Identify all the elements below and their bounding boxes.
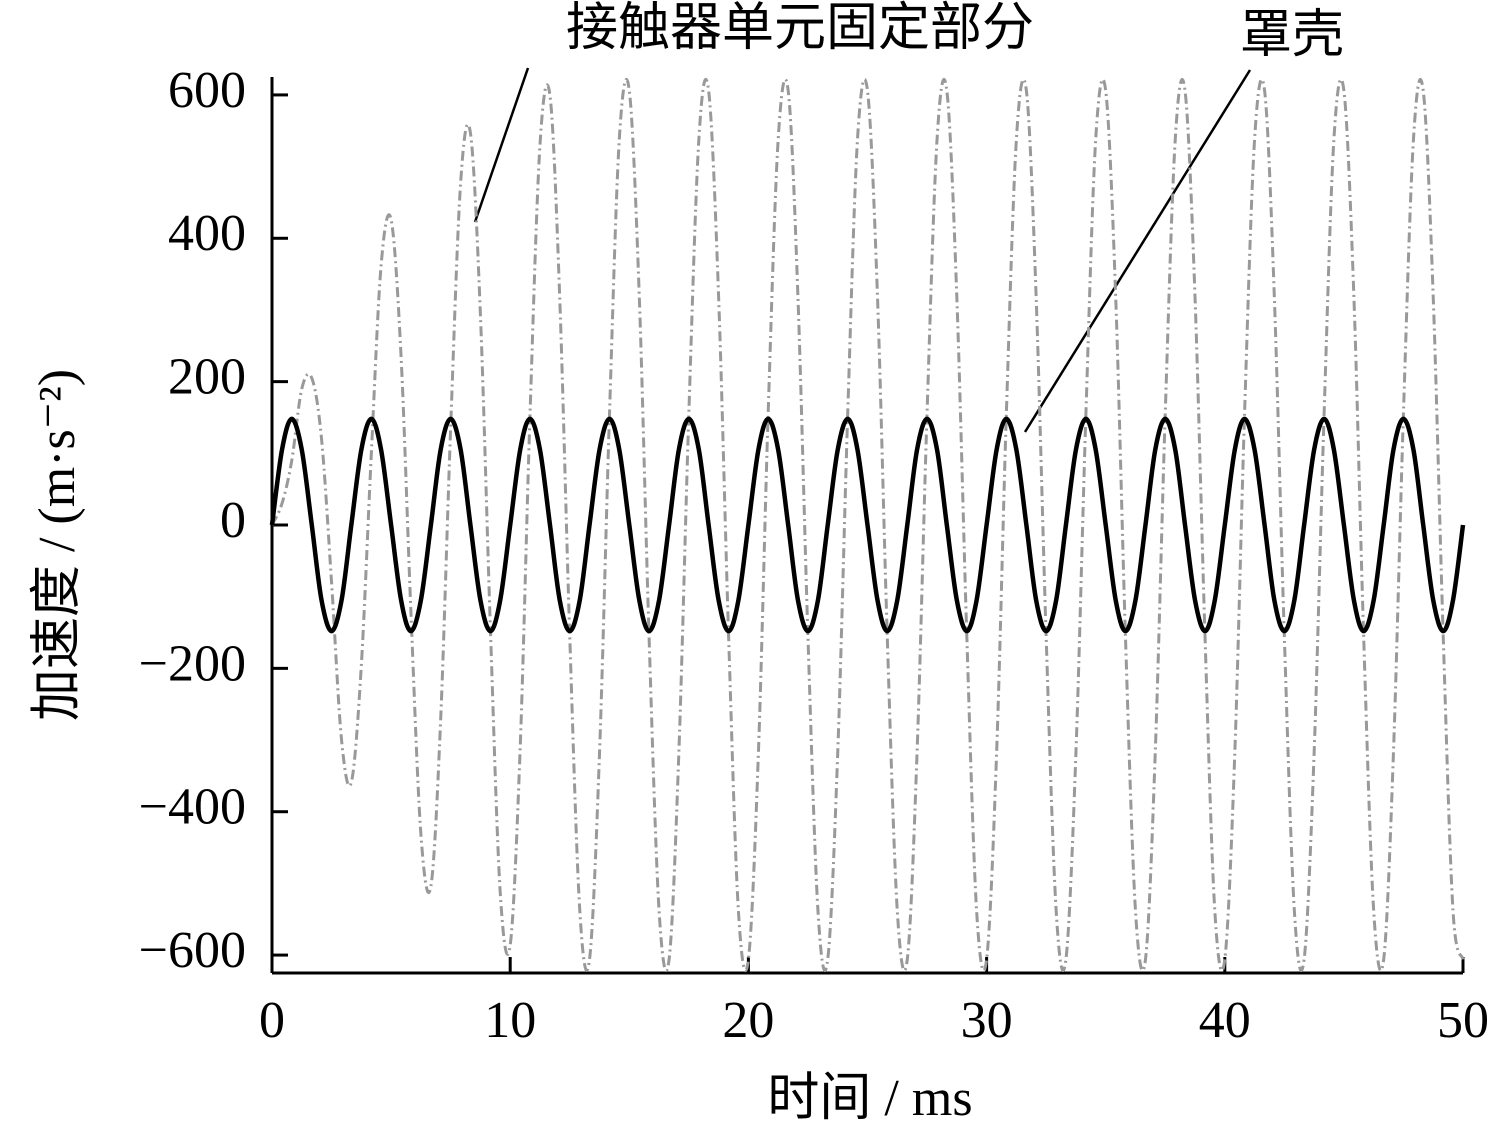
y-axis-label: 加速度 / (m·s⁻²) (29, 369, 86, 721)
y-tick-label: 200 (168, 349, 246, 406)
y-tick-label: −600 (139, 922, 246, 979)
annotation-leader (473, 67, 530, 223)
x-axis-label: 时间 / ms (767, 1070, 972, 1127)
y-tick-label: 400 (168, 205, 246, 262)
x-tick-label: 10 (484, 992, 536, 1049)
y-tick-label: 0 (220, 492, 246, 549)
y-tick-label: 600 (168, 62, 246, 119)
y-tick-label: −200 (139, 635, 246, 692)
series-line (269, 416, 1466, 634)
y-tick-label: −400 (139, 779, 246, 836)
annotation: 罩壳 (1240, 7, 1344, 64)
x-tick-label: 40 (1199, 992, 1251, 1049)
x-tick-label: 0 (259, 992, 285, 1049)
series-line (270, 77, 1465, 973)
x-tick-label: 20 (722, 992, 774, 1049)
annotation: 接触器单元固定部分 (566, 0, 1034, 57)
x-tick-label: 30 (961, 992, 1013, 1049)
annotation-leader (1023, 69, 1252, 433)
x-tick-label: 50 (1437, 992, 1489, 1049)
